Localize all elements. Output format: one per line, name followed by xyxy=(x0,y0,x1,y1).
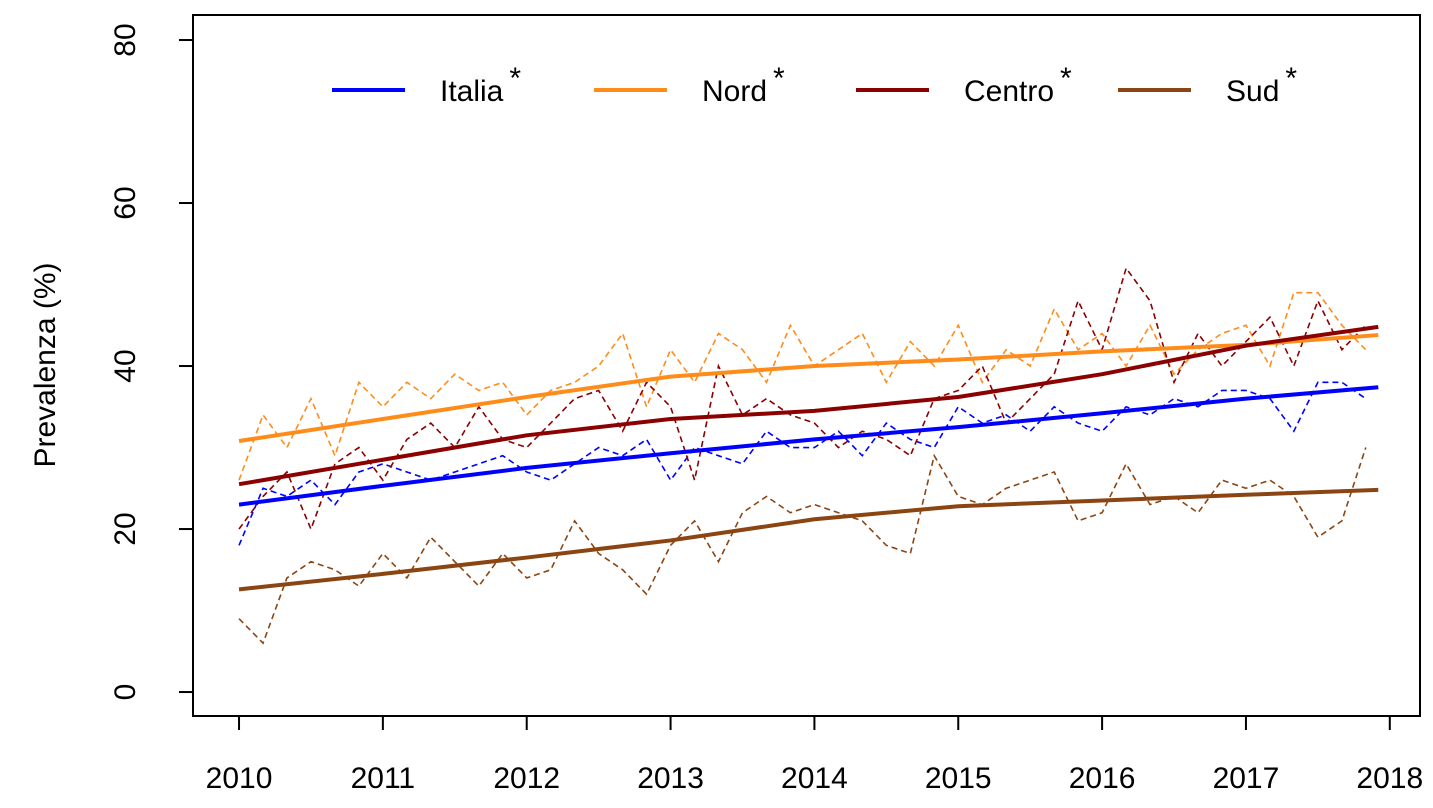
legend-suffix: * xyxy=(1060,62,1072,95)
trend-line xyxy=(238,324,1379,487)
y-tick-label: 60 xyxy=(109,186,142,219)
trend-line xyxy=(238,333,1379,443)
x-tick-label: 2010 xyxy=(206,762,273,795)
x-tick-label: 2011 xyxy=(351,762,416,795)
x-tick-label: 2018 xyxy=(1356,762,1423,795)
x-tick-label: 2017 xyxy=(1213,762,1280,795)
x-tick-label: 2014 xyxy=(781,762,848,795)
x-tick-label: 2016 xyxy=(1069,762,1136,795)
y-tick-label: 0 xyxy=(109,684,142,701)
legend-suffix: * xyxy=(773,62,785,95)
trend-line xyxy=(238,385,1379,507)
legend-label: Centro xyxy=(964,75,1054,108)
raw-line xyxy=(238,291,1367,481)
y-tick-label: 40 xyxy=(109,349,142,382)
legend-suffix: * xyxy=(1285,62,1297,95)
raw-line xyxy=(238,266,1367,532)
y-tick-label: 20 xyxy=(109,512,142,545)
legend-label: Nord xyxy=(702,75,767,108)
x-tick-label: 2015 xyxy=(925,762,992,795)
raw-line xyxy=(238,447,1367,645)
legend-label: Sud xyxy=(1226,75,1279,108)
x-tick-label: 2012 xyxy=(493,762,560,795)
y-axis-label: Prevalenza (%) xyxy=(29,262,62,467)
legend-label: Italia xyxy=(440,75,504,108)
trend-line xyxy=(238,487,1379,592)
legend-suffix: * xyxy=(509,62,521,95)
x-tick-label: 2013 xyxy=(637,762,704,795)
y-tick-label: 80 xyxy=(109,23,142,56)
